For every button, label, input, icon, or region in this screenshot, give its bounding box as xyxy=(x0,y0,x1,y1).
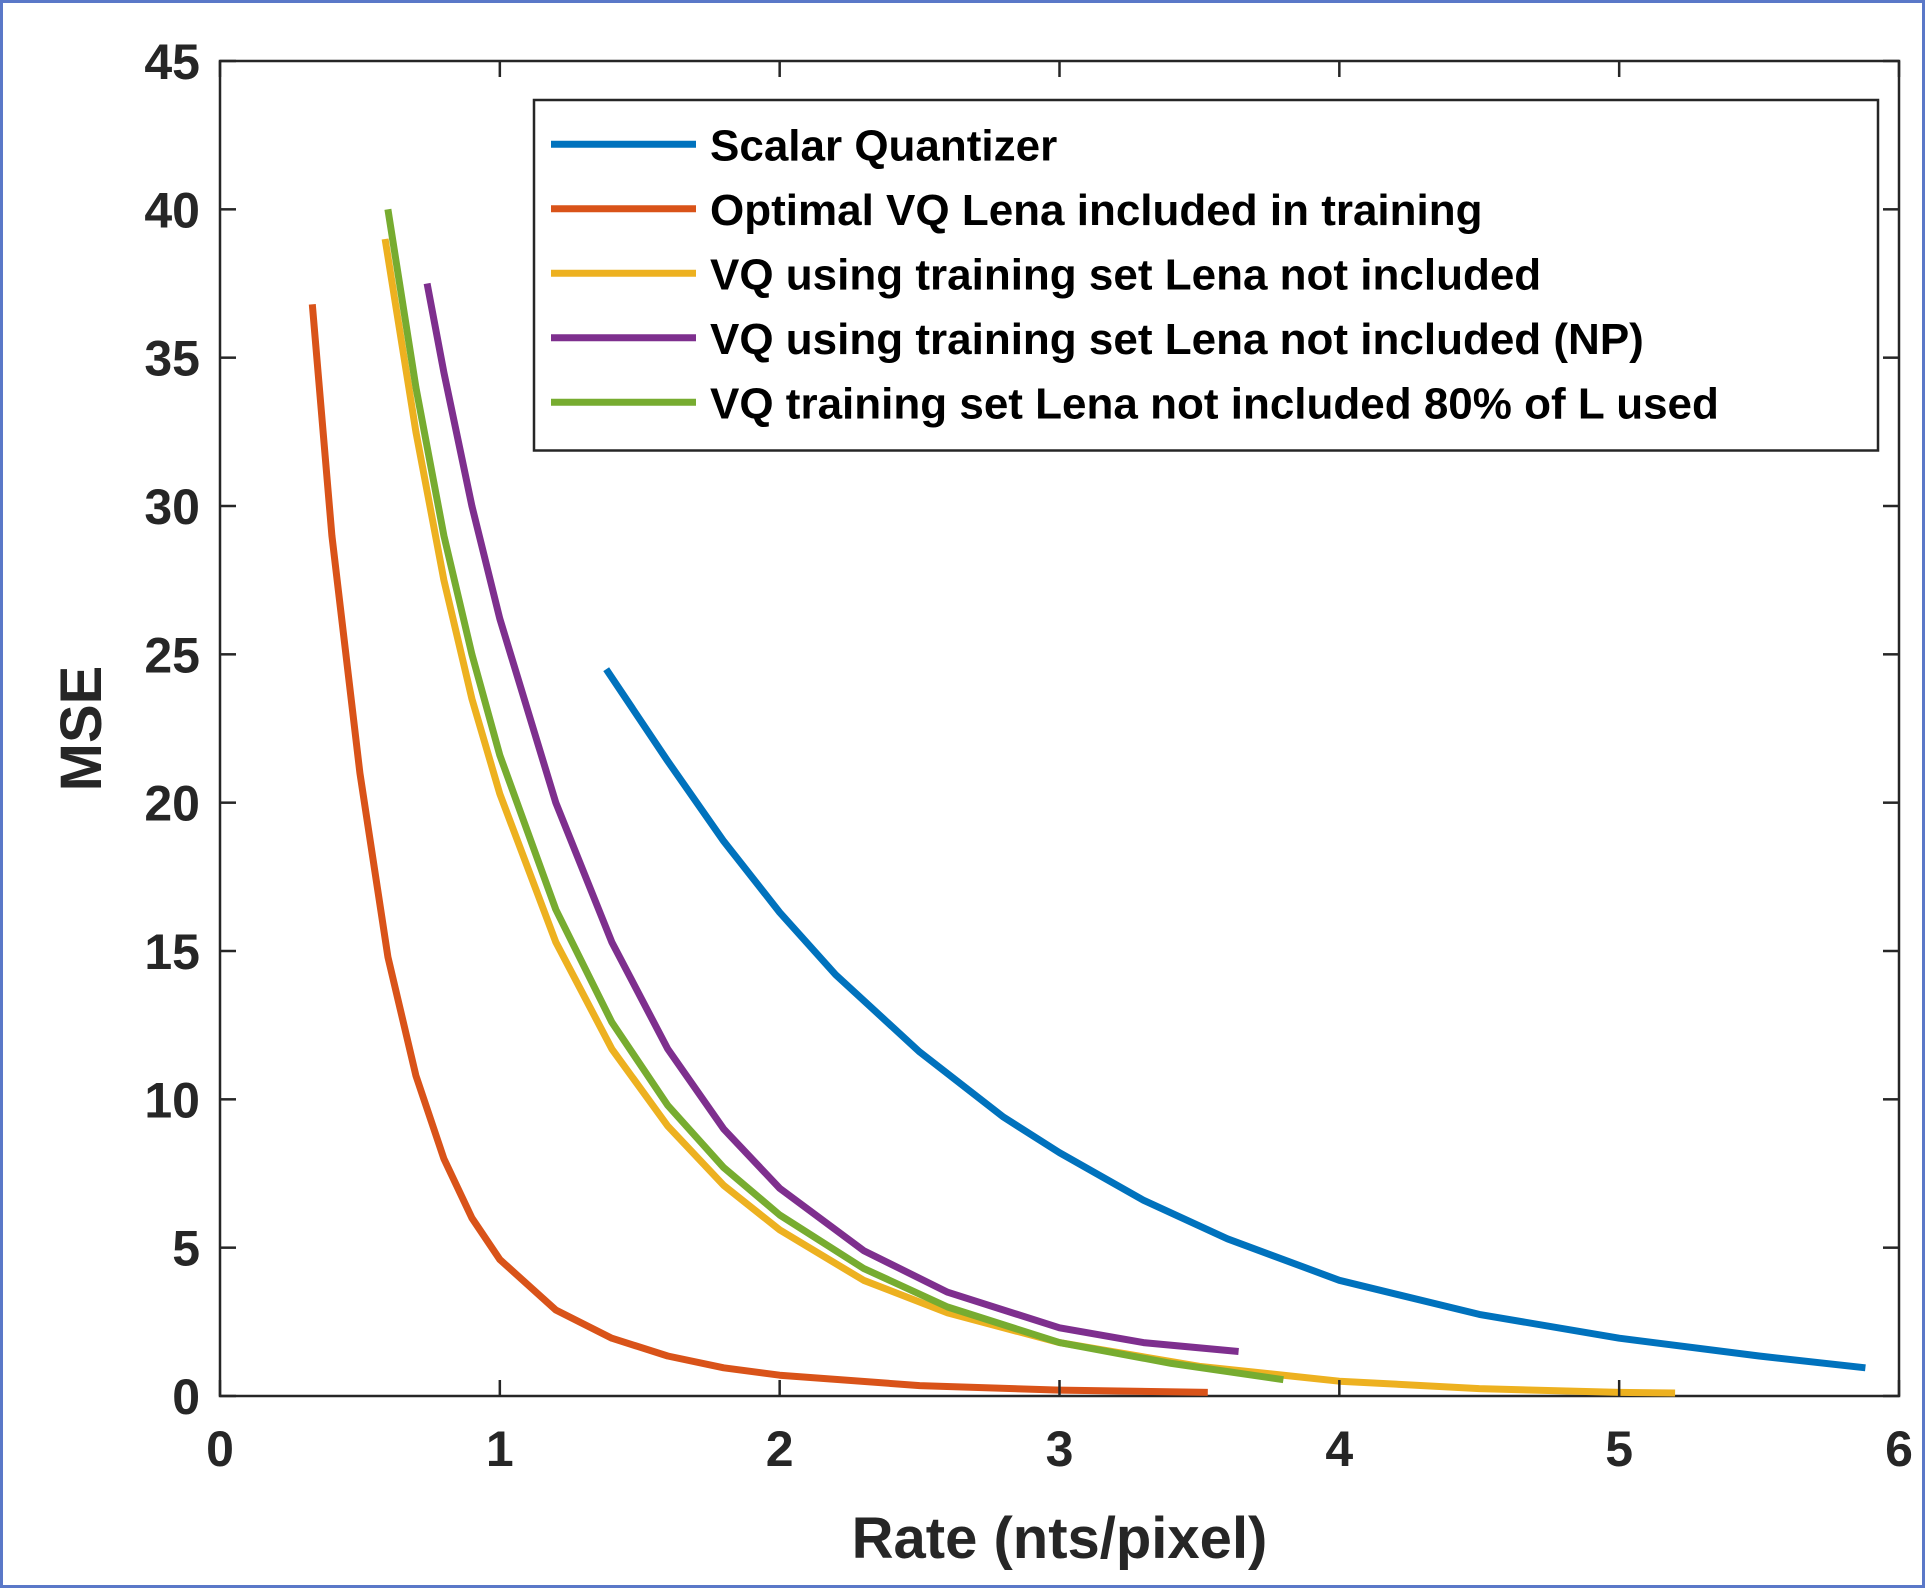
y-tick-label: 5 xyxy=(172,1221,200,1277)
y-tick-label: 15 xyxy=(144,924,200,980)
x-axis-label: Rate (nts/pixel) xyxy=(852,1506,1268,1571)
x-tick-label: 2 xyxy=(766,1421,794,1477)
legend-label-2: Optimal VQ Lena included in training xyxy=(710,186,1483,235)
y-axis-label: MSE xyxy=(49,666,114,792)
series-line-4 xyxy=(423,282,1239,1355)
series-line-2 xyxy=(308,304,1208,1396)
x-tick-label: 6 xyxy=(1885,1421,1913,1477)
line-chart: Scalar Quantizer Optimal VQ Lena included… xyxy=(49,34,1913,1571)
series-line-5 xyxy=(384,208,1284,1384)
legend-label-1: Scalar Quantizer xyxy=(710,121,1057,170)
legend-label-3: VQ using training set Lena not included xyxy=(710,250,1541,299)
y-tick-label: 25 xyxy=(144,627,200,683)
y-tick-label: 0 xyxy=(172,1369,200,1425)
legend-box xyxy=(532,98,1880,452)
series-line-1 xyxy=(603,667,1866,1372)
x-tick-label: 4 xyxy=(1325,1421,1353,1477)
legend-label-4: VQ using training set Lena not included … xyxy=(710,315,1644,364)
legend-label-5: VQ training set Lena not included 80% of… xyxy=(710,379,1719,428)
y-tick-label: 45 xyxy=(144,34,200,90)
legend: Scalar Quantizer Optimal VQ Lena included… xyxy=(532,98,1880,452)
series-line-3 xyxy=(381,238,1676,1397)
x-tick-label: 0 xyxy=(206,1421,234,1477)
y-tick-label: 30 xyxy=(144,479,200,535)
y-tick-label: 10 xyxy=(144,1072,200,1128)
y-tick-label: 35 xyxy=(144,331,200,387)
x-tick-label: 5 xyxy=(1605,1421,1633,1477)
x-tick-label: 3 xyxy=(1046,1421,1074,1477)
series-group xyxy=(308,208,1866,1397)
y-tick-label: 40 xyxy=(144,182,200,238)
y-tick-label: 20 xyxy=(144,776,200,832)
x-tick-label: 1 xyxy=(486,1421,514,1477)
